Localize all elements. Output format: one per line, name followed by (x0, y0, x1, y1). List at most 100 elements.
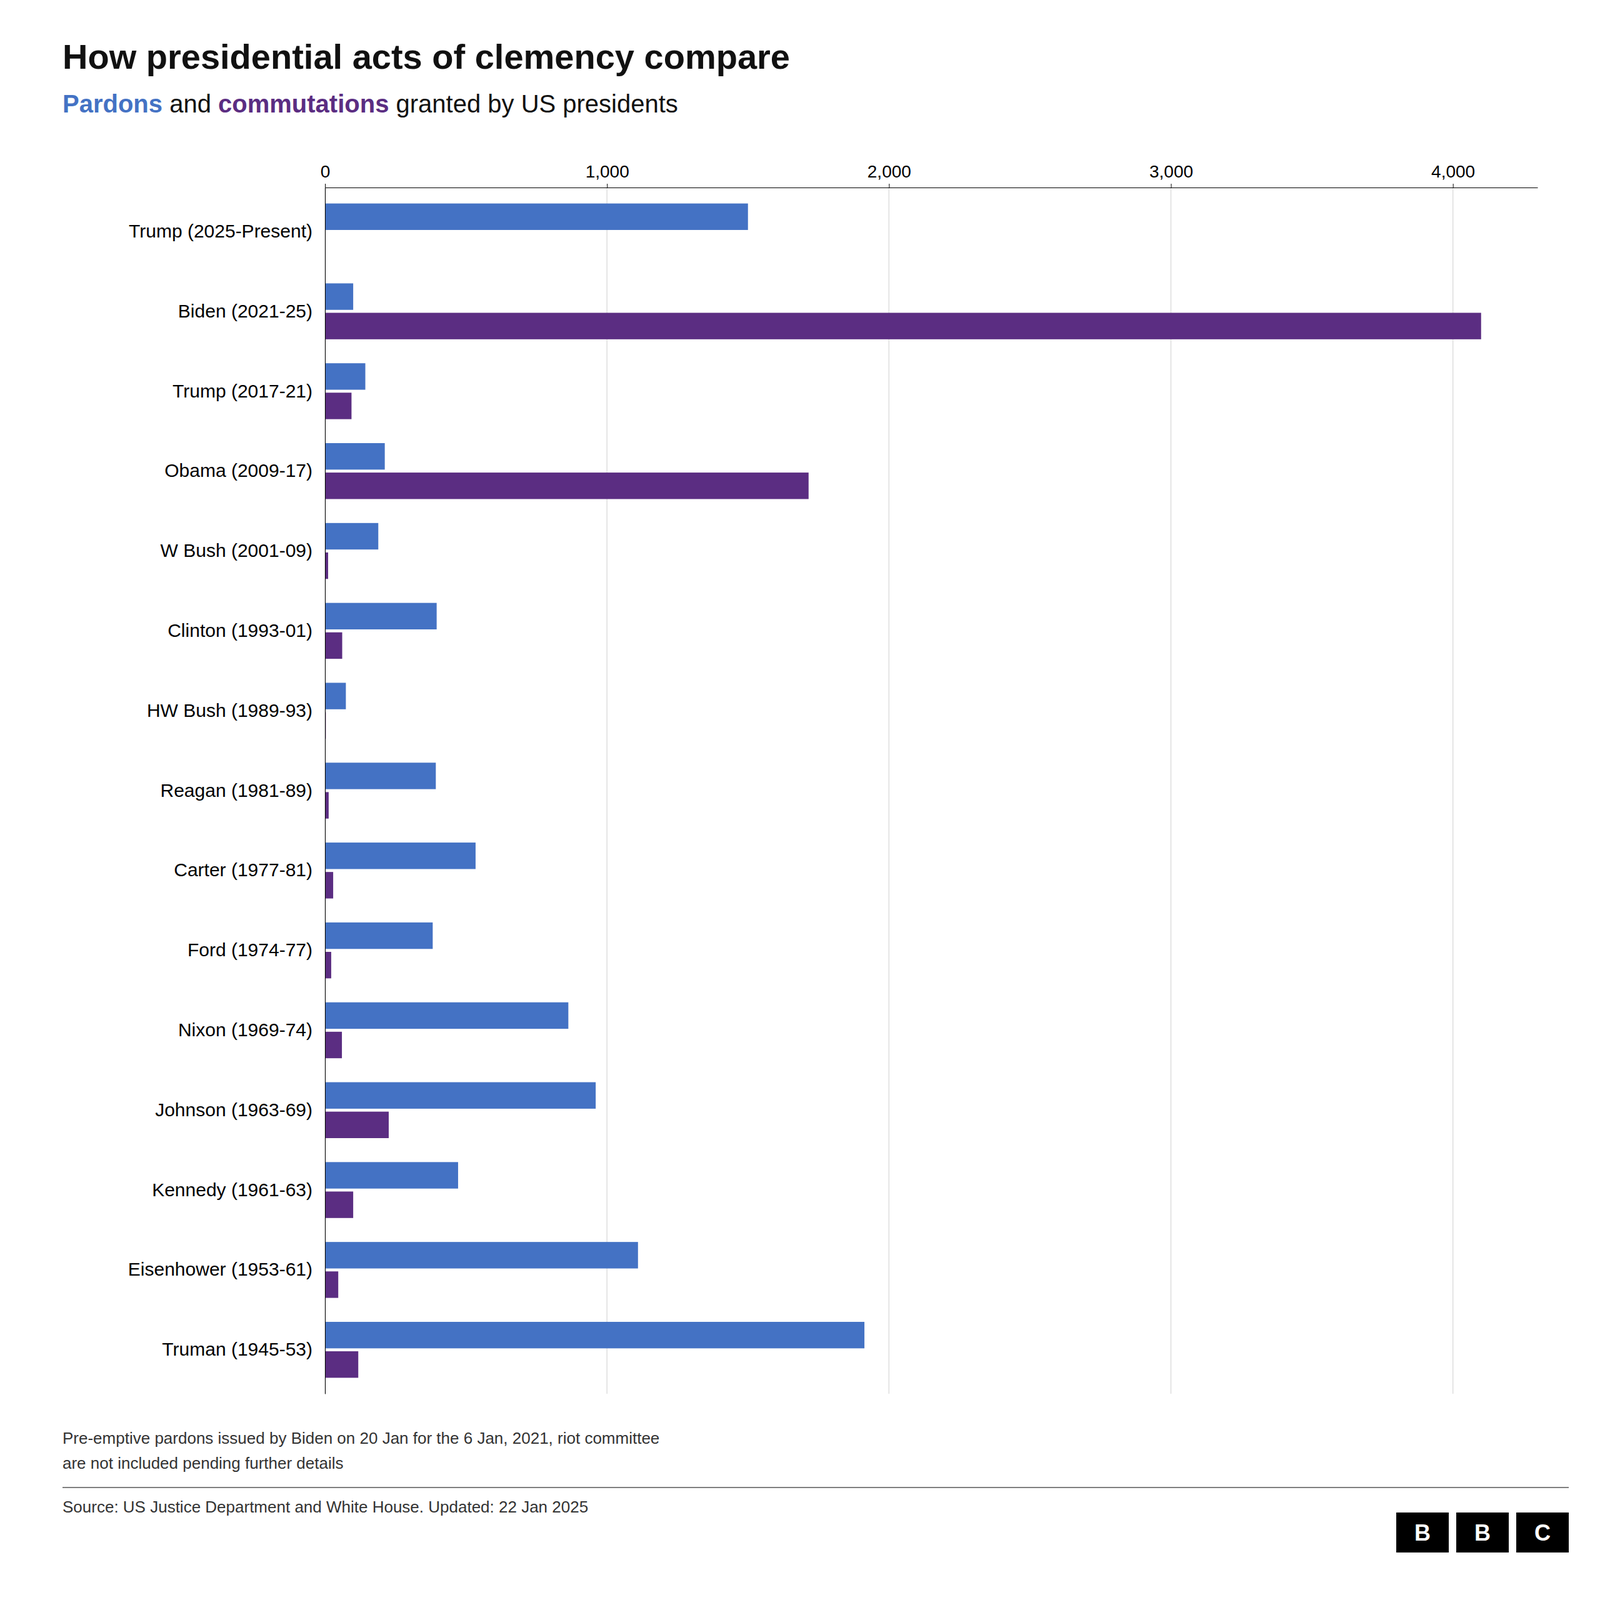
logo-letter: B (1414, 1520, 1431, 1546)
series (325, 312, 1482, 1378)
bar (325, 443, 385, 470)
bar (325, 312, 1482, 339)
category-tick: Truman (1945-53) (161, 1338, 325, 1360)
bar (325, 523, 379, 550)
grid-line (888, 187, 890, 1394)
note: Pre-emptive pardons issued by Biden on 2… (62, 1428, 660, 1448)
category-label: Nixon (1969-74) (178, 1019, 313, 1040)
category-tick: Ford (1974-77) (187, 939, 325, 960)
bar (325, 951, 332, 979)
category-label: W Bush (2001-09) (160, 540, 313, 561)
source: Source: US Justice Department and White … (62, 1497, 589, 1517)
plot: 0 1,000 2,000 3,000 4,000 Trump (2025-Present… (128, 161, 1539, 1395)
category-tick: Reagan (1981-89) (160, 780, 325, 801)
note: are not included pending further details (62, 1453, 344, 1473)
bar (325, 203, 749, 230)
logo-letter: B (1474, 1520, 1491, 1546)
category-tick: Eisenhower (1953-61) (128, 1258, 325, 1280)
logo: BBC (1396, 1512, 1569, 1553)
bar (325, 922, 433, 949)
category-label: Johnson (1963-69) (155, 1099, 313, 1120)
title: How presidential acts of clemency compar… (62, 36, 790, 77)
category-tick: Carter (1977-81) (173, 859, 325, 880)
grid-line (1170, 187, 1172, 1394)
logo-text: BBC (1414, 1520, 1551, 1546)
category-tick: HW Bush (1989-93) (146, 700, 325, 721)
bar (325, 363, 366, 390)
category-tick: Kennedy (1961-63) (151, 1179, 325, 1200)
category-label: Eisenhower (1953-61) (128, 1258, 313, 1280)
category-label: Trump (2017-21) (172, 380, 313, 402)
bar (325, 842, 476, 869)
bar (325, 472, 809, 499)
divider (62, 1486, 1569, 1489)
grid-line (1452, 187, 1454, 1394)
tick-mark (1453, 183, 1454, 188)
bar (325, 1082, 596, 1109)
tick-label: 0 (320, 161, 331, 182)
bar (325, 1111, 389, 1139)
category-label: Ford (1974-77) (187, 939, 313, 960)
tick-label: 4,000 (1431, 161, 1475, 182)
category-label: Clinton (1993-01) (167, 620, 313, 641)
grid (325, 187, 1454, 1394)
subtitle-series: Pardons (62, 90, 163, 118)
logo-box (1396, 1512, 1449, 1553)
tick: 2,000 (867, 161, 912, 188)
logo-box (1456, 1512, 1509, 1553)
bar (325, 871, 334, 899)
category-tick: W Bush (2001-09) (160, 540, 325, 561)
grid-line (324, 187, 326, 1394)
bar (325, 1002, 569, 1029)
grid-line (606, 187, 608, 1394)
tick-mark (606, 183, 608, 188)
category-label: Obama (2009-17) (164, 460, 313, 481)
logo-box (1516, 1512, 1569, 1553)
bar (325, 1161, 459, 1189)
logo-letter: C (1534, 1520, 1551, 1546)
subtitle-series: commutations (218, 90, 389, 118)
tick-label: 2,000 (867, 161, 912, 182)
bar (325, 392, 352, 419)
category-tick: Obama (2009-17) (164, 460, 325, 481)
tick-label: 3,000 (1149, 161, 1194, 182)
category-tick: Clinton (1993-01) (167, 620, 325, 641)
series (325, 203, 865, 1349)
category-label: Kennedy (1961-63) (151, 1179, 313, 1200)
tick-mark (888, 183, 890, 188)
subtitle-part: granted by US presidents (388, 90, 678, 118)
tick-mark (1170, 183, 1172, 188)
category-label: HW Bush (1989-93) (146, 700, 313, 721)
tick: 1,000 (585, 161, 630, 188)
bar (325, 283, 354, 310)
category-tick: Trump (2025-Present) (128, 220, 325, 242)
tick: 4,000 (1431, 161, 1475, 188)
subtitle-part: and (162, 90, 219, 118)
x-axis: 0 1,000 2,000 3,000 4,000 (320, 161, 1539, 189)
category-label: Biden (2021-25) (178, 300, 313, 322)
category-tick: Trump (2017-21) (172, 380, 325, 402)
bar (325, 1321, 865, 1349)
tick: 0 (320, 161, 331, 188)
bar (325, 682, 346, 709)
subtitle: Pardons and commutations granted by US p… (62, 90, 679, 118)
category-tick: Nixon (1969-74) (178, 1019, 325, 1040)
bars (325, 203, 1482, 1379)
category-label: Reagan (1981-89) (160, 780, 313, 801)
bar (325, 632, 343, 659)
tick-label: 1,000 (585, 161, 630, 182)
y-axis: Trump (2025-Present) Biden (2021-25) Trump… (128, 188, 326, 1395)
category-label: Truman (1945-53) (161, 1338, 313, 1360)
category-label: Carter (1977-81) (173, 859, 313, 880)
axis-line (325, 188, 326, 1395)
tick-mark (325, 183, 326, 188)
chart: How presidential acts of clemency compar… (0, 0, 1600, 1600)
category-tick: Biden (2021-25) (178, 300, 325, 322)
bar (325, 1241, 639, 1269)
bar (325, 1191, 354, 1218)
bar (325, 1031, 342, 1059)
bar (325, 1271, 339, 1298)
tick: 3,000 (1149, 161, 1194, 188)
category-tick: Johnson (1963-69) (155, 1099, 325, 1120)
bar (325, 762, 436, 789)
